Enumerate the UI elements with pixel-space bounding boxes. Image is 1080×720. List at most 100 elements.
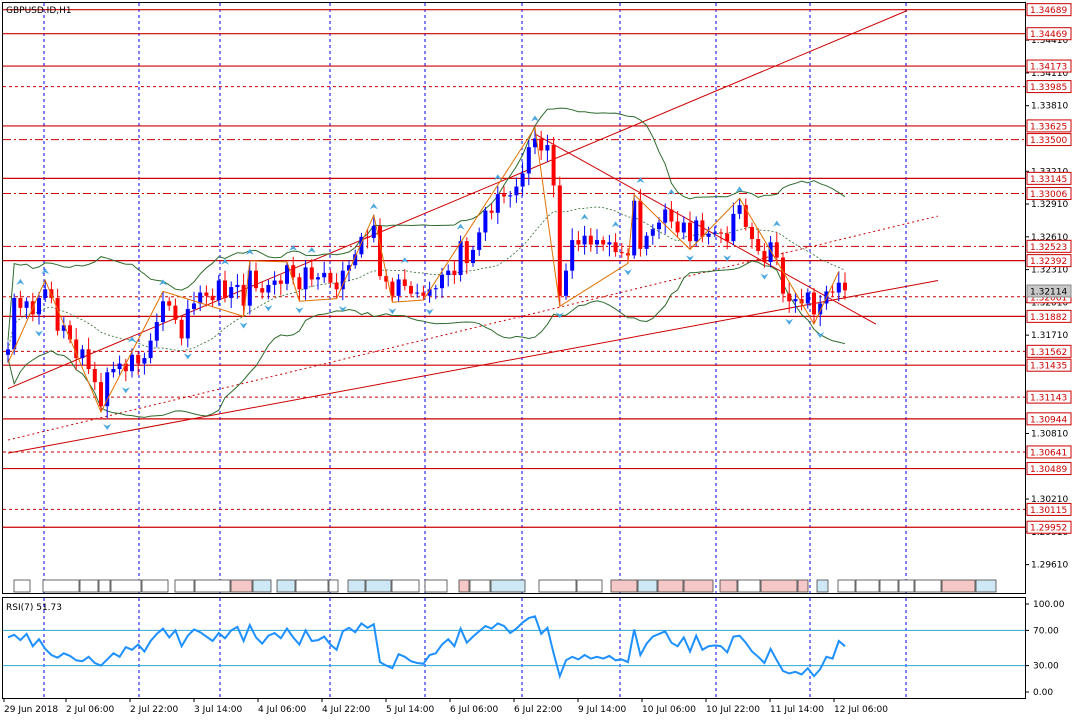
fractal-down-arrow xyxy=(624,269,632,276)
time-marker-box xyxy=(797,579,809,593)
candle-body xyxy=(440,275,444,289)
candle-body xyxy=(24,301,29,308)
candle-body xyxy=(700,220,705,237)
fractal-down-arrow xyxy=(760,273,769,280)
candle-body xyxy=(601,240,606,245)
fractal-up-arrow xyxy=(128,336,136,343)
price-level-value: 1.31435 xyxy=(1030,362,1067,372)
price-level-value: 1.34469 xyxy=(1030,30,1067,40)
candle-body xyxy=(743,205,748,227)
price-level-tag xyxy=(1026,309,1072,323)
candle-body xyxy=(502,194,506,197)
time-axis-label: 2 Jul 22:00 xyxy=(130,705,179,715)
time-axis-label: 11 Jul 14:00 xyxy=(770,705,824,715)
rsi-line xyxy=(7,615,846,680)
candle-body xyxy=(415,292,420,294)
fractal-down-arrow xyxy=(264,305,273,312)
fractal-up-arrow xyxy=(456,223,465,230)
fractal-up-arrow xyxy=(221,258,229,265)
candle-body xyxy=(223,280,227,298)
time-axis-label: 2 Jul 06:00 xyxy=(66,705,115,715)
time-marker-box xyxy=(98,579,111,593)
candle-body xyxy=(198,292,203,304)
price-level-value: 1.30641 xyxy=(1030,448,1067,458)
candle-body xyxy=(526,147,531,174)
time-marker-box xyxy=(719,579,738,593)
candle-body xyxy=(61,325,66,331)
candle-body xyxy=(626,253,630,256)
candle-body xyxy=(185,308,190,339)
time-marker-box xyxy=(365,579,392,593)
price-level-value: 1.33625 xyxy=(1030,122,1067,132)
price-level-value: 1.34689 xyxy=(1030,6,1067,16)
candle-body xyxy=(247,270,252,306)
current-price-tag xyxy=(1026,284,1072,298)
rsi-label: RSI(7) 51.73 xyxy=(6,603,62,613)
candle-body xyxy=(390,281,395,296)
candle-body xyxy=(669,209,674,222)
candle-body xyxy=(706,233,711,237)
price-level-value: 1.33145 xyxy=(1030,175,1067,185)
candle-body xyxy=(86,349,91,370)
fractal-down-arrow xyxy=(686,255,694,262)
candle-body xyxy=(489,210,494,213)
candle-body xyxy=(37,298,41,315)
candle-body xyxy=(781,257,785,294)
candle-body xyxy=(836,282,841,293)
candle-body xyxy=(303,267,308,290)
candle-body xyxy=(173,305,178,320)
candle-body xyxy=(737,205,742,214)
zigzag-indicator xyxy=(7,126,840,414)
candle-body xyxy=(328,272,333,283)
candle-body xyxy=(278,280,283,284)
candle-body xyxy=(285,265,289,284)
candle-body xyxy=(365,236,370,238)
time-marker-box xyxy=(816,579,829,593)
candle-body xyxy=(291,265,296,278)
price-axis-label: 1.30210 xyxy=(1031,495,1068,505)
candle-body xyxy=(148,340,153,359)
fractal-up-arrow xyxy=(636,177,645,184)
candle-body xyxy=(514,186,519,196)
fractal-up-arrow xyxy=(493,174,502,181)
candle-body xyxy=(43,289,48,298)
candle-body xyxy=(359,236,364,255)
time-marker-box xyxy=(637,579,658,593)
candle-body xyxy=(539,138,544,151)
time-marker-box xyxy=(110,579,142,593)
candle-body xyxy=(130,354,134,372)
candle-body xyxy=(644,235,649,249)
candle-body xyxy=(384,276,389,282)
price-axis-label: 1.30810 xyxy=(1031,429,1068,439)
candle-body xyxy=(533,138,537,148)
candle-body xyxy=(812,292,816,315)
candle-body xyxy=(458,241,463,276)
fractal-up-arrow xyxy=(369,203,378,210)
fractal-down-arrow xyxy=(555,312,564,319)
candle-body xyxy=(55,298,60,331)
candle-body xyxy=(235,284,240,288)
price-axis-label: 1.29610 xyxy=(1031,561,1068,571)
candle-body xyxy=(179,319,184,339)
time-marker-box xyxy=(469,579,491,593)
candle-body xyxy=(316,277,320,280)
candle-body xyxy=(136,354,141,364)
candle-body xyxy=(843,282,847,291)
candle-body xyxy=(334,282,339,290)
price-level-tag xyxy=(1026,119,1072,133)
fractal-down-arrow xyxy=(785,318,794,325)
time-axis-label: 3 Jul 14:00 xyxy=(194,705,243,715)
time-marker-box xyxy=(328,579,339,593)
candle-body xyxy=(409,285,413,294)
fractal-up-arrow xyxy=(772,220,781,227)
time-axis-label: 10 Jul 06:00 xyxy=(642,705,696,715)
candle-body xyxy=(712,232,717,234)
fractal-up-arrow xyxy=(580,213,589,220)
fractal-up-arrow xyxy=(611,221,620,228)
candle-body xyxy=(297,277,302,290)
candle-body xyxy=(774,242,779,258)
price-level-value: 1.32523 xyxy=(1030,243,1067,253)
candle-body xyxy=(619,252,624,254)
candle-body xyxy=(260,288,265,293)
price-level-tag xyxy=(1026,133,1072,147)
